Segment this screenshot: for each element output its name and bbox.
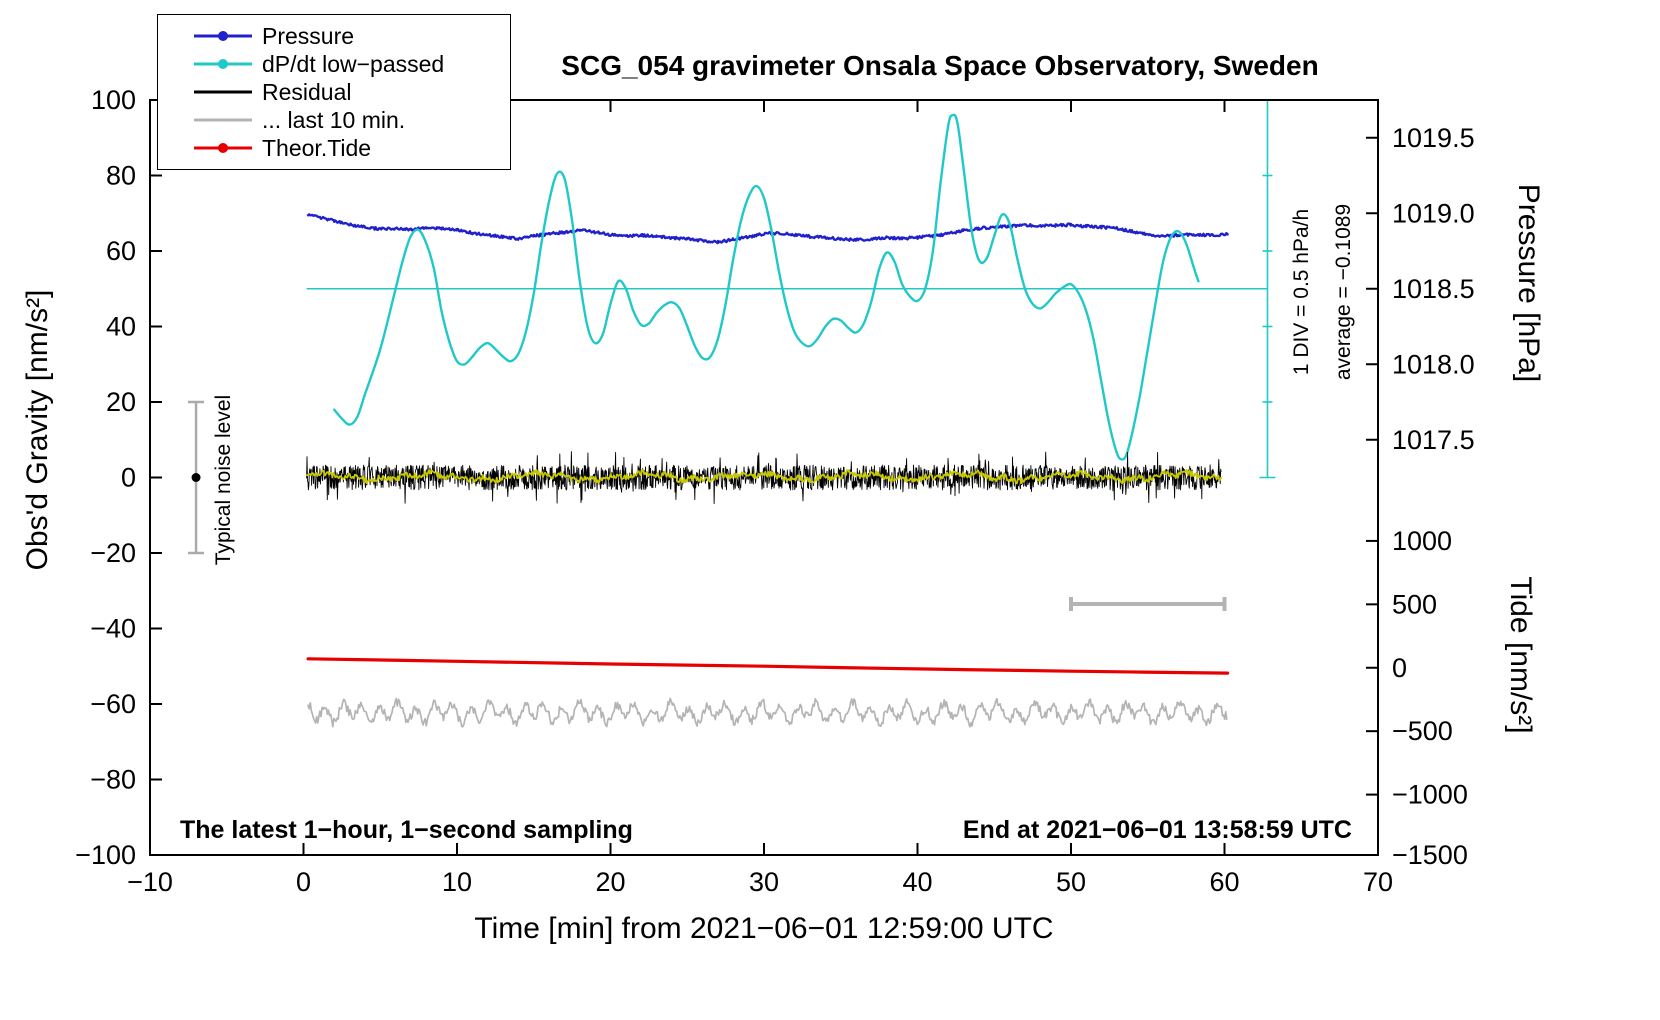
residual-lowpass-curve <box>305 468 1222 485</box>
pressure-tick-label: 1018.5 <box>1392 274 1475 304</box>
y-tick-label: 60 <box>106 236 136 266</box>
tide-curve <box>306 657 1230 675</box>
legend-line-icon <box>194 90 252 94</box>
legend-label: Theor.Tide <box>262 134 372 161</box>
legend-item-3: ... last 10 min. <box>158 106 510 134</box>
legend-label: Residual <box>262 78 352 105</box>
legend-item-4: Theor.Tide <box>158 134 510 162</box>
dpdt-curve <box>333 113 1200 461</box>
y-tick-label: −20 <box>90 538 136 568</box>
pressure-tick-label: 1019.0 <box>1392 198 1475 228</box>
y-tick-label: −40 <box>90 614 136 644</box>
x-tick-label: 50 <box>1056 867 1086 897</box>
y-tick-label: 100 <box>91 85 136 115</box>
pressure-tick-label: 1019.5 <box>1392 123 1475 153</box>
legend-item-1: dP/dt low−passed <box>158 50 510 78</box>
x-tick-label: 60 <box>1209 867 1239 897</box>
legend-label: Pressure <box>262 22 355 49</box>
page-title: SCG_054 gravimeter Onsala Space Observat… <box>561 50 1319 81</box>
legend-label: ... last 10 min. <box>262 106 406 133</box>
tide-tick-label: 500 <box>1392 589 1437 619</box>
last10-curve <box>307 697 1228 728</box>
y-tick-label: 20 <box>106 387 136 417</box>
tide-tick-label: 1000 <box>1392 526 1452 556</box>
x-tick-label: 30 <box>749 867 779 897</box>
noise-errorbar-dot <box>191 473 201 482</box>
legend-marker-4 <box>158 134 262 162</box>
tide-tick-label: −1000 <box>1392 780 1468 810</box>
x-tick-label: −10 <box>127 867 173 897</box>
legend-marker-2 <box>158 78 262 106</box>
tide-tick-label: 0 <box>1392 653 1407 683</box>
legend-dot-icon <box>218 59 228 69</box>
residual-curve <box>306 451 1222 504</box>
pressure-tick-label: 1018.0 <box>1392 349 1475 379</box>
legend-label: dP/dt low−passed <box>262 50 445 77</box>
x-tick-label: 40 <box>902 867 932 897</box>
y-tick-label: −100 <box>75 840 136 870</box>
div-scale-annotation: 1 DIV = 0.5 hPa/h <box>1290 208 1313 376</box>
legend-item-0: Pressure <box>158 22 510 50</box>
end-time-note: End at 2021−06−01 13:58:59 UTC <box>962 816 1352 844</box>
legend-marker-1 <box>158 50 262 78</box>
x-tick-label: 10 <box>442 867 472 897</box>
y-axis-label-tide: Tide [nm/s²] <box>1504 576 1537 734</box>
legend-marker-0 <box>158 22 262 50</box>
legend-dot-icon <box>218 143 228 153</box>
y-tick-label: 80 <box>106 161 136 191</box>
pressure-curve <box>306 213 1229 245</box>
legend-marker-3 <box>158 106 262 134</box>
x-axis-label: Time [min] from 2021−06−01 12:59:00 UTC <box>474 912 1054 945</box>
legend: Pressure dP/dt low−passed Residual... last… <box>157 14 511 170</box>
sampling-note: The latest 1−hour, 1−second sampling <box>180 816 633 844</box>
y-tick-label: −60 <box>90 689 136 719</box>
legend-item-2: Residual <box>158 78 510 106</box>
y-axis-label-pressure: Pressure [hPa] <box>1512 183 1545 383</box>
y-tick-label: 40 <box>106 312 136 342</box>
y-tick-label: 0 <box>121 463 136 493</box>
tide-tick-label: −1500 <box>1392 840 1468 870</box>
legend-line-icon <box>194 118 252 122</box>
tide-tick-label: −500 <box>1392 716 1453 746</box>
y-tick-label: −80 <box>90 765 136 795</box>
legend-dot-icon <box>218 31 228 41</box>
pressure-tick-label: 1017.5 <box>1392 425 1475 455</box>
average-annotation: average = −0.1089 <box>1332 203 1355 381</box>
x-tick-label: 20 <box>595 867 625 897</box>
typical-noise-level-label: Typical noise level <box>212 394 235 566</box>
x-tick-label: 70 <box>1363 867 1393 897</box>
y-axis-label-gravity: Obs'd Gravity [nm/s²] <box>21 289 54 571</box>
x-tick-label: 0 <box>296 867 311 897</box>
